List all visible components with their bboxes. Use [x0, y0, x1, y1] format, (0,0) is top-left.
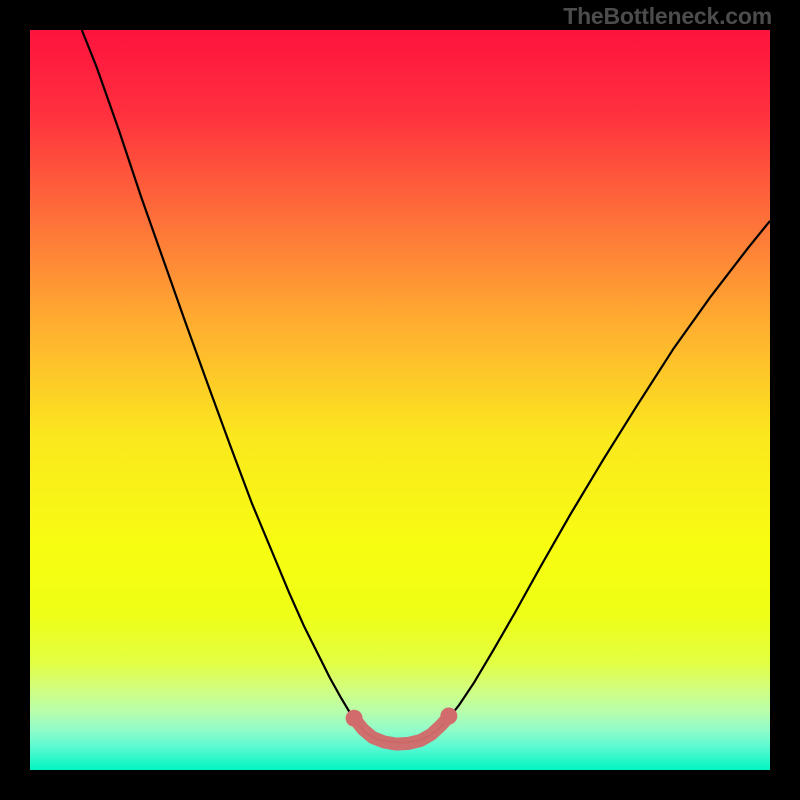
accent-marker: [440, 707, 457, 724]
accent-marker: [346, 710, 363, 727]
outer-frame: TheBottleneck.com: [0, 0, 800, 800]
bottleneck-curve: [82, 30, 770, 743]
watermark-text: TheBottleneck.com: [563, 3, 772, 30]
accent-segment: [354, 717, 449, 744]
plot-area: [30, 30, 770, 770]
chart-svg: [30, 30, 770, 770]
